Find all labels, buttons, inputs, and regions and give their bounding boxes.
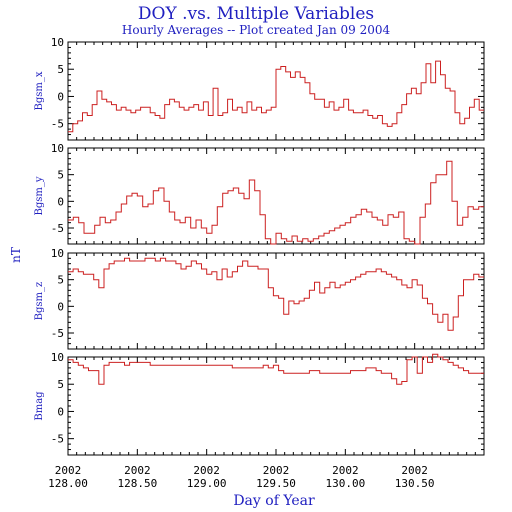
panel-y-label: Bgsm_z (34, 282, 45, 321)
y-tick-label: 5 (57, 274, 64, 287)
x-tick-label: 129.50 (256, 477, 296, 490)
y-tick-label: 0 (57, 300, 64, 313)
y-tick-label: 0 (57, 405, 64, 418)
y-tick-label: 10 (51, 351, 64, 364)
x-tick-year: 2002 (193, 464, 220, 477)
panel-frame (67, 356, 485, 456)
chart-title: DOY .vs. Multiple Variables (137, 4, 375, 24)
x-tick-label: 128.50 (117, 477, 157, 490)
y-tick-label: 10 (51, 247, 64, 260)
x-tick-label: 130.00 (325, 477, 365, 490)
x-tick-year: 2002 (124, 464, 151, 477)
panel-Bgsm_x: 10 5 0 -5 Bgsm_x (34, 36, 485, 141)
series-line-Bgsm_x (68, 60, 484, 133)
x-axis-ticks: 2002128.002002128.502002129.002002129.50… (48, 464, 434, 490)
x-tick-label: 130.50 (395, 477, 435, 490)
y-tick-label: -5 (51, 118, 64, 131)
x-tick-year: 2002 (332, 464, 359, 477)
panel-Bmag: 10 5 0 -5 Bmag (34, 351, 485, 456)
x-tick-label: 128.00 (48, 477, 88, 490)
shared-y-label: nT (9, 247, 23, 263)
series-line-Bgsm_z (68, 257, 484, 331)
x-axis-label: Day of Year (233, 493, 315, 509)
y-tick-label: -5 (51, 433, 64, 446)
panel-Bgsm_y: 10 5 0 -5 Bgsm_y (34, 142, 485, 245)
y-tick-label: 5 (57, 378, 64, 391)
y-tick-label: 0 (57, 90, 64, 103)
chart-subtitle: Hourly Averages -- Plot created Jan 09 2… (121, 23, 391, 37)
y-tick-label: -5 (51, 222, 64, 235)
panel-y-label: Bmag (34, 391, 45, 421)
y-tick-label: 10 (51, 36, 64, 49)
x-tick-year: 2002 (263, 464, 290, 477)
panel-Bgsm_z: 10 5 0 -5 Bgsm_z (34, 247, 485, 350)
panel-y-label: Bgsm_y (34, 176, 45, 215)
y-tick-label: 5 (57, 169, 64, 182)
y-tick-label: 10 (51, 142, 64, 155)
panels-group: 10 5 0 -5 Bgsm_x 10 5 0 -5 Bgsm_y 10 5 0 -5 Bgsm_z 10 5 0… (34, 36, 485, 456)
y-tick-label: -5 (51, 327, 64, 340)
x-tick-year: 2002 (55, 464, 82, 477)
series-line-Bgsm_y (68, 160, 484, 245)
y-tick-label: 5 (57, 63, 64, 76)
x-tick-year: 2002 (401, 464, 428, 477)
panel-frame (67, 252, 485, 350)
panel-y-label: Bgsm_x (34, 71, 45, 110)
x-tick-label: 129.00 (187, 477, 227, 490)
series-line-Bmag (68, 353, 484, 385)
y-tick-label: 0 (57, 195, 64, 208)
